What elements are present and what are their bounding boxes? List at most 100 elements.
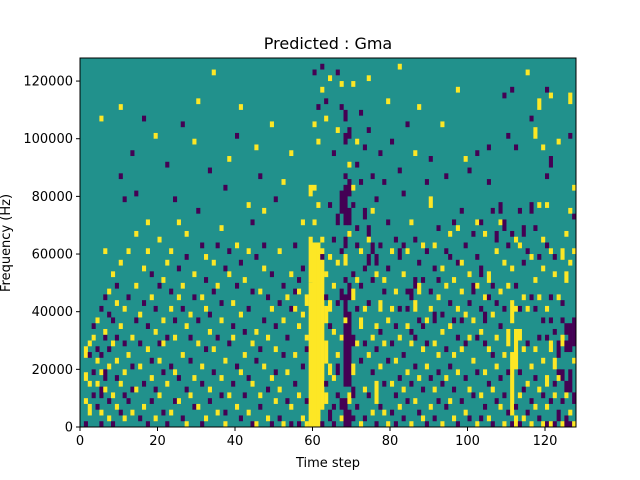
heatmap-cell-low [568,323,573,353]
heatmap-cell-high [548,92,553,99]
heatmap-cell-low [161,369,166,376]
heatmap-cell-low [417,409,422,416]
heatmap-cell-low [304,346,309,353]
heatmap-cell-high [405,248,410,255]
heatmap-cell-high [541,236,546,243]
heatmap-cell-low [502,392,507,399]
heatmap-cell-low [103,294,108,301]
heatmap-cell-high [173,334,178,341]
heatmap-cell-low [99,352,104,358]
x-tick-label: 120 [533,434,558,449]
heatmap-cell-high [347,161,352,168]
heatmap-cell-low [448,254,453,260]
heatmap-cell-high [417,282,422,295]
heatmap-cell-low [180,305,185,312]
heatmap-cell-low [479,219,484,226]
heatmap-cell-high [227,271,232,278]
heatmap-cell-low [390,409,395,416]
heatmap-cell-low [448,363,453,370]
heatmap-cell-low [204,346,209,353]
heatmap-cell-high [107,288,112,295]
heatmap-cell-high [161,340,166,347]
heatmap-cell-low [568,132,573,139]
heatmap-cell-high [374,380,379,404]
heatmap-cell-low [405,398,410,404]
heatmap-cell-high [145,346,150,353]
heatmap-cell-high [545,375,550,387]
heatmap-cell-low [475,254,480,260]
heatmap-cell-high [413,150,418,157]
heatmap-cell-low [343,294,348,387]
heatmap-cell-low [91,369,96,376]
heatmap-cell-high [223,421,228,427]
heatmap-cell-low [250,288,255,295]
heatmap-cell-low [300,265,305,272]
heatmap-cell-low [149,357,154,364]
heatmap-cell-high [463,409,468,416]
heatmap-cell-low [99,386,104,399]
heatmap-cell-low [343,277,348,283]
heatmap-cell-high [417,375,422,381]
heatmap-cell-high [114,300,119,306]
heatmap-cell-low [347,207,352,226]
heatmap-cell-low [490,282,495,289]
heatmap-cell-high [405,369,410,376]
heatmap-cell-low [114,334,119,341]
heatmap-cell-low [529,115,534,122]
heatmap-cell-low [297,421,302,427]
heatmap-cell-low [459,207,464,214]
heatmap-cell-high [107,415,112,422]
heatmap-cell-high [339,334,344,341]
heatmap-cell-low [514,282,519,289]
heatmap-cell-low [130,363,135,370]
heatmap-cell-high [227,156,232,162]
heatmap-cell-low [444,403,449,410]
heatmap-cell-low [467,167,472,174]
heatmap-cell-high [153,132,158,139]
heatmap-cell-high [300,415,305,422]
heatmap-cell-low [409,380,414,387]
heatmap-cell-low [467,300,472,306]
heatmap-cell-low [502,219,507,231]
heatmap-cell-high [552,392,557,399]
heatmap-cell-high [564,392,569,399]
heatmap-cell-low [118,173,123,180]
heatmap-cell-low [223,265,228,272]
heatmap-cell-high [409,421,414,427]
heatmap-cell-high [432,340,437,347]
heatmap-cell-low [517,369,522,376]
heatmap-cell-high [351,363,356,376]
heatmap-cell-high [145,219,150,226]
heatmap-cell-high [95,380,100,387]
heatmap-cell-high [308,184,313,197]
heatmap-cell-high [517,242,522,249]
heatmap-cell-high [246,202,251,208]
heatmap-cell-high [359,248,364,255]
heatmap-cell-high [114,357,119,364]
heatmap-cell-low [483,340,488,347]
y-tick-label: 20000 [32,363,73,378]
heatmap-cell-high [215,282,220,289]
heatmap-cell-low [521,259,526,266]
heatmap-cell-high [328,363,333,376]
heatmap-cell-high [370,409,375,416]
heatmap-cell-low [196,317,201,324]
heatmap-cell-high [281,317,286,324]
heatmap-cell-high [409,340,414,347]
heatmap-cell-high [246,409,251,416]
heatmap-cell-low [545,242,550,249]
heatmap-cell-high [347,392,352,404]
heatmap-cell-high [417,104,422,110]
heatmap-cell-low [343,398,348,427]
heatmap-cell-high [192,138,197,145]
heatmap-cell-low [207,167,212,174]
heatmap-cell-low [87,352,92,358]
heatmap-cell-low [320,254,325,260]
heatmap-cell-high [180,282,185,289]
heatmap-cell-high [397,334,402,341]
heatmap-cell-low [359,282,364,289]
heatmap-cell-low [463,242,468,249]
heatmap-cell-high [525,380,530,387]
heatmap-cell-high [118,259,123,266]
heatmap-cell-low [537,415,542,422]
